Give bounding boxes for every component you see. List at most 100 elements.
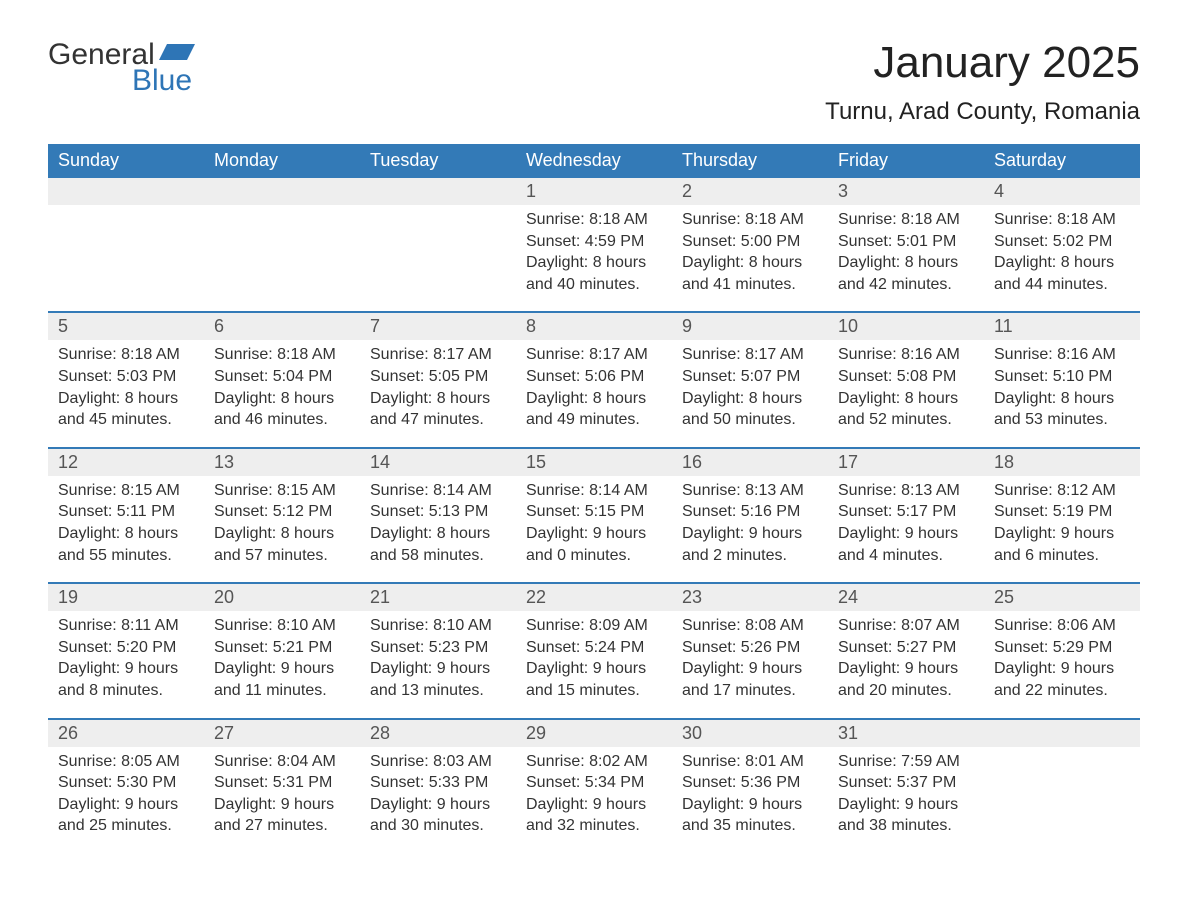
day-number: 2 bbox=[682, 181, 692, 201]
sunset-text: Sunset: 5:33 PM bbox=[370, 772, 506, 794]
daylight-line1: Daylight: 9 hours bbox=[838, 658, 974, 680]
day-number-row: 11 bbox=[984, 313, 1140, 340]
daylight-line2: and 40 minutes. bbox=[526, 274, 662, 296]
day-cell bbox=[984, 720, 1140, 853]
sunset-text: Sunset: 5:36 PM bbox=[682, 772, 818, 794]
daylight-line2: and 11 minutes. bbox=[214, 680, 350, 702]
logo-word-blue: Blue bbox=[132, 64, 192, 98]
day-number-row: 15 bbox=[516, 449, 672, 476]
sunset-text: Sunset: 5:08 PM bbox=[838, 366, 974, 388]
day-number-row bbox=[360, 178, 516, 205]
sunset-text: Sunset: 5:30 PM bbox=[58, 772, 194, 794]
day-cell: 15Sunrise: 8:14 AMSunset: 5:15 PMDayligh… bbox=[516, 449, 672, 582]
daylight-line1: Daylight: 9 hours bbox=[370, 658, 506, 680]
sunrise-text: Sunrise: 8:15 AM bbox=[214, 480, 350, 502]
day-cell: 12Sunrise: 8:15 AMSunset: 5:11 PMDayligh… bbox=[48, 449, 204, 582]
day-cell: 29Sunrise: 8:02 AMSunset: 5:34 PMDayligh… bbox=[516, 720, 672, 853]
day-number-row: 6 bbox=[204, 313, 360, 340]
day-content: Sunrise: 8:16 AMSunset: 5:10 PMDaylight:… bbox=[984, 340, 1140, 446]
day-cell: 11Sunrise: 8:16 AMSunset: 5:10 PMDayligh… bbox=[984, 313, 1140, 446]
day-number-row: 27 bbox=[204, 720, 360, 747]
calendar: SundayMondayTuesdayWednesdayThursdayFrid… bbox=[48, 144, 1140, 853]
day-header: Friday bbox=[828, 144, 984, 178]
day-content: Sunrise: 8:13 AMSunset: 5:16 PMDaylight:… bbox=[672, 476, 828, 582]
day-number-row: 10 bbox=[828, 313, 984, 340]
calendar-week: 1Sunrise: 8:18 AMSunset: 4:59 PMDaylight… bbox=[48, 178, 1140, 311]
day-content: Sunrise: 8:09 AMSunset: 5:24 PMDaylight:… bbox=[516, 611, 672, 717]
sunrise-text: Sunrise: 8:17 AM bbox=[370, 344, 506, 366]
sunset-text: Sunset: 5:16 PM bbox=[682, 501, 818, 523]
day-cell: 17Sunrise: 8:13 AMSunset: 5:17 PMDayligh… bbox=[828, 449, 984, 582]
daylight-line1: Daylight: 9 hours bbox=[526, 658, 662, 680]
day-cell: 14Sunrise: 8:14 AMSunset: 5:13 PMDayligh… bbox=[360, 449, 516, 582]
day-number: 8 bbox=[526, 316, 536, 336]
day-number: 20 bbox=[214, 587, 234, 607]
day-number-row: 22 bbox=[516, 584, 672, 611]
day-content: Sunrise: 8:02 AMSunset: 5:34 PMDaylight:… bbox=[516, 747, 672, 853]
daylight-line1: Daylight: 8 hours bbox=[838, 388, 974, 410]
daylight-line2: and 15 minutes. bbox=[526, 680, 662, 702]
daylight-line2: and 20 minutes. bbox=[838, 680, 974, 702]
day-content: Sunrise: 8:05 AMSunset: 5:30 PMDaylight:… bbox=[48, 747, 204, 853]
sunrise-text: Sunrise: 8:18 AM bbox=[58, 344, 194, 366]
day-headers-row: SundayMondayTuesdayWednesdayThursdayFrid… bbox=[48, 144, 1140, 178]
day-content: Sunrise: 8:06 AMSunset: 5:29 PMDaylight:… bbox=[984, 611, 1140, 717]
sunrise-text: Sunrise: 8:08 AM bbox=[682, 615, 818, 637]
day-content: Sunrise: 8:12 AMSunset: 5:19 PMDaylight:… bbox=[984, 476, 1140, 582]
sunrise-text: Sunrise: 8:10 AM bbox=[370, 615, 506, 637]
day-content: Sunrise: 8:15 AMSunset: 5:11 PMDaylight:… bbox=[48, 476, 204, 582]
calendar-week: 19Sunrise: 8:11 AMSunset: 5:20 PMDayligh… bbox=[48, 582, 1140, 717]
daylight-line2: and 38 minutes. bbox=[838, 815, 974, 837]
sunset-text: Sunset: 5:05 PM bbox=[370, 366, 506, 388]
day-number-row: 8 bbox=[516, 313, 672, 340]
daylight-line1: Daylight: 9 hours bbox=[838, 523, 974, 545]
day-number: 4 bbox=[994, 181, 1004, 201]
sunset-text: Sunset: 5:23 PM bbox=[370, 637, 506, 659]
day-cell: 20 Sunrise: 8:10 AMSunset: 5:21 PMDayligh… bbox=[204, 584, 360, 717]
day-number-row: 16 bbox=[672, 449, 828, 476]
sunset-text: Sunset: 5:37 PM bbox=[838, 772, 974, 794]
sunrise-text: Sunrise: 8:14 AM bbox=[370, 480, 506, 502]
daylight-line1: Daylight: 8 hours bbox=[994, 388, 1130, 410]
day-cell: 18 Sunrise: 8:12 AMSunset: 5:19 PMDayligh… bbox=[984, 449, 1140, 582]
daylight-line2: and 47 minutes. bbox=[370, 409, 506, 431]
day-number-row: 1 bbox=[516, 178, 672, 205]
sunrise-text: Sunrise: 8:18 AM bbox=[838, 209, 974, 231]
sunrise-text: Sunrise: 8:16 AM bbox=[838, 344, 974, 366]
day-cell bbox=[204, 178, 360, 311]
sunrise-text: Sunrise: 8:18 AM bbox=[526, 209, 662, 231]
day-content: Sunrise: 8:14 AMSunset: 5:15 PMDaylight:… bbox=[516, 476, 672, 582]
day-cell bbox=[48, 178, 204, 311]
calendar-week: 5Sunrise: 8:18 AMSunset: 5:03 PMDaylight… bbox=[48, 311, 1140, 446]
daylight-line2: and 44 minutes. bbox=[994, 274, 1130, 296]
day-number-row: 24 bbox=[828, 584, 984, 611]
day-number: 18 bbox=[994, 452, 1014, 472]
day-content: Sunrise: 8:10 AMSunset: 5:21 PMDaylight:… bbox=[204, 611, 360, 717]
sunset-text: Sunset: 5:03 PM bbox=[58, 366, 194, 388]
day-content: Sunrise: 8:08 AMSunset: 5:26 PMDaylight:… bbox=[672, 611, 828, 717]
daylight-line2: and 57 minutes. bbox=[214, 545, 350, 567]
sunrise-text: Sunrise: 8:14 AM bbox=[526, 480, 662, 502]
daylight-line2: and 45 minutes. bbox=[58, 409, 194, 431]
sunset-text: Sunset: 5:31 PM bbox=[214, 772, 350, 794]
daylight-line1: Daylight: 8 hours bbox=[58, 523, 194, 545]
daylight-line1: Daylight: 9 hours bbox=[994, 658, 1130, 680]
day-number-row bbox=[204, 178, 360, 205]
sunrise-text: Sunrise: 8:18 AM bbox=[214, 344, 350, 366]
day-number: 19 bbox=[58, 587, 78, 607]
sunset-text: Sunset: 5:21 PM bbox=[214, 637, 350, 659]
day-cell: 10 Sunrise: 8:16 AMSunset: 5:08 PMDayligh… bbox=[828, 313, 984, 446]
day-number: 24 bbox=[838, 587, 858, 607]
page-header: General Blue January 2025 Turnu, Arad Co… bbox=[48, 38, 1140, 126]
day-cell: 6Sunrise: 8:18 AMSunset: 5:04 PMDaylight… bbox=[204, 313, 360, 446]
daylight-line1: Daylight: 9 hours bbox=[214, 794, 350, 816]
day-number-row: 20 bbox=[204, 584, 360, 611]
sunrise-text: Sunrise: 8:11 AM bbox=[58, 615, 194, 637]
sunrise-text: Sunrise: 8:18 AM bbox=[682, 209, 818, 231]
daylight-line2: and 22 minutes. bbox=[994, 680, 1130, 702]
calendar-week: 26Sunrise: 8:05 AMSunset: 5:30 PMDayligh… bbox=[48, 718, 1140, 853]
sunrise-text: Sunrise: 8:12 AM bbox=[994, 480, 1130, 502]
day-number: 6 bbox=[214, 316, 224, 336]
day-cell: 4Sunrise: 8:18 AMSunset: 5:02 PMDaylight… bbox=[984, 178, 1140, 311]
sunrise-text: Sunrise: 8:04 AM bbox=[214, 751, 350, 773]
